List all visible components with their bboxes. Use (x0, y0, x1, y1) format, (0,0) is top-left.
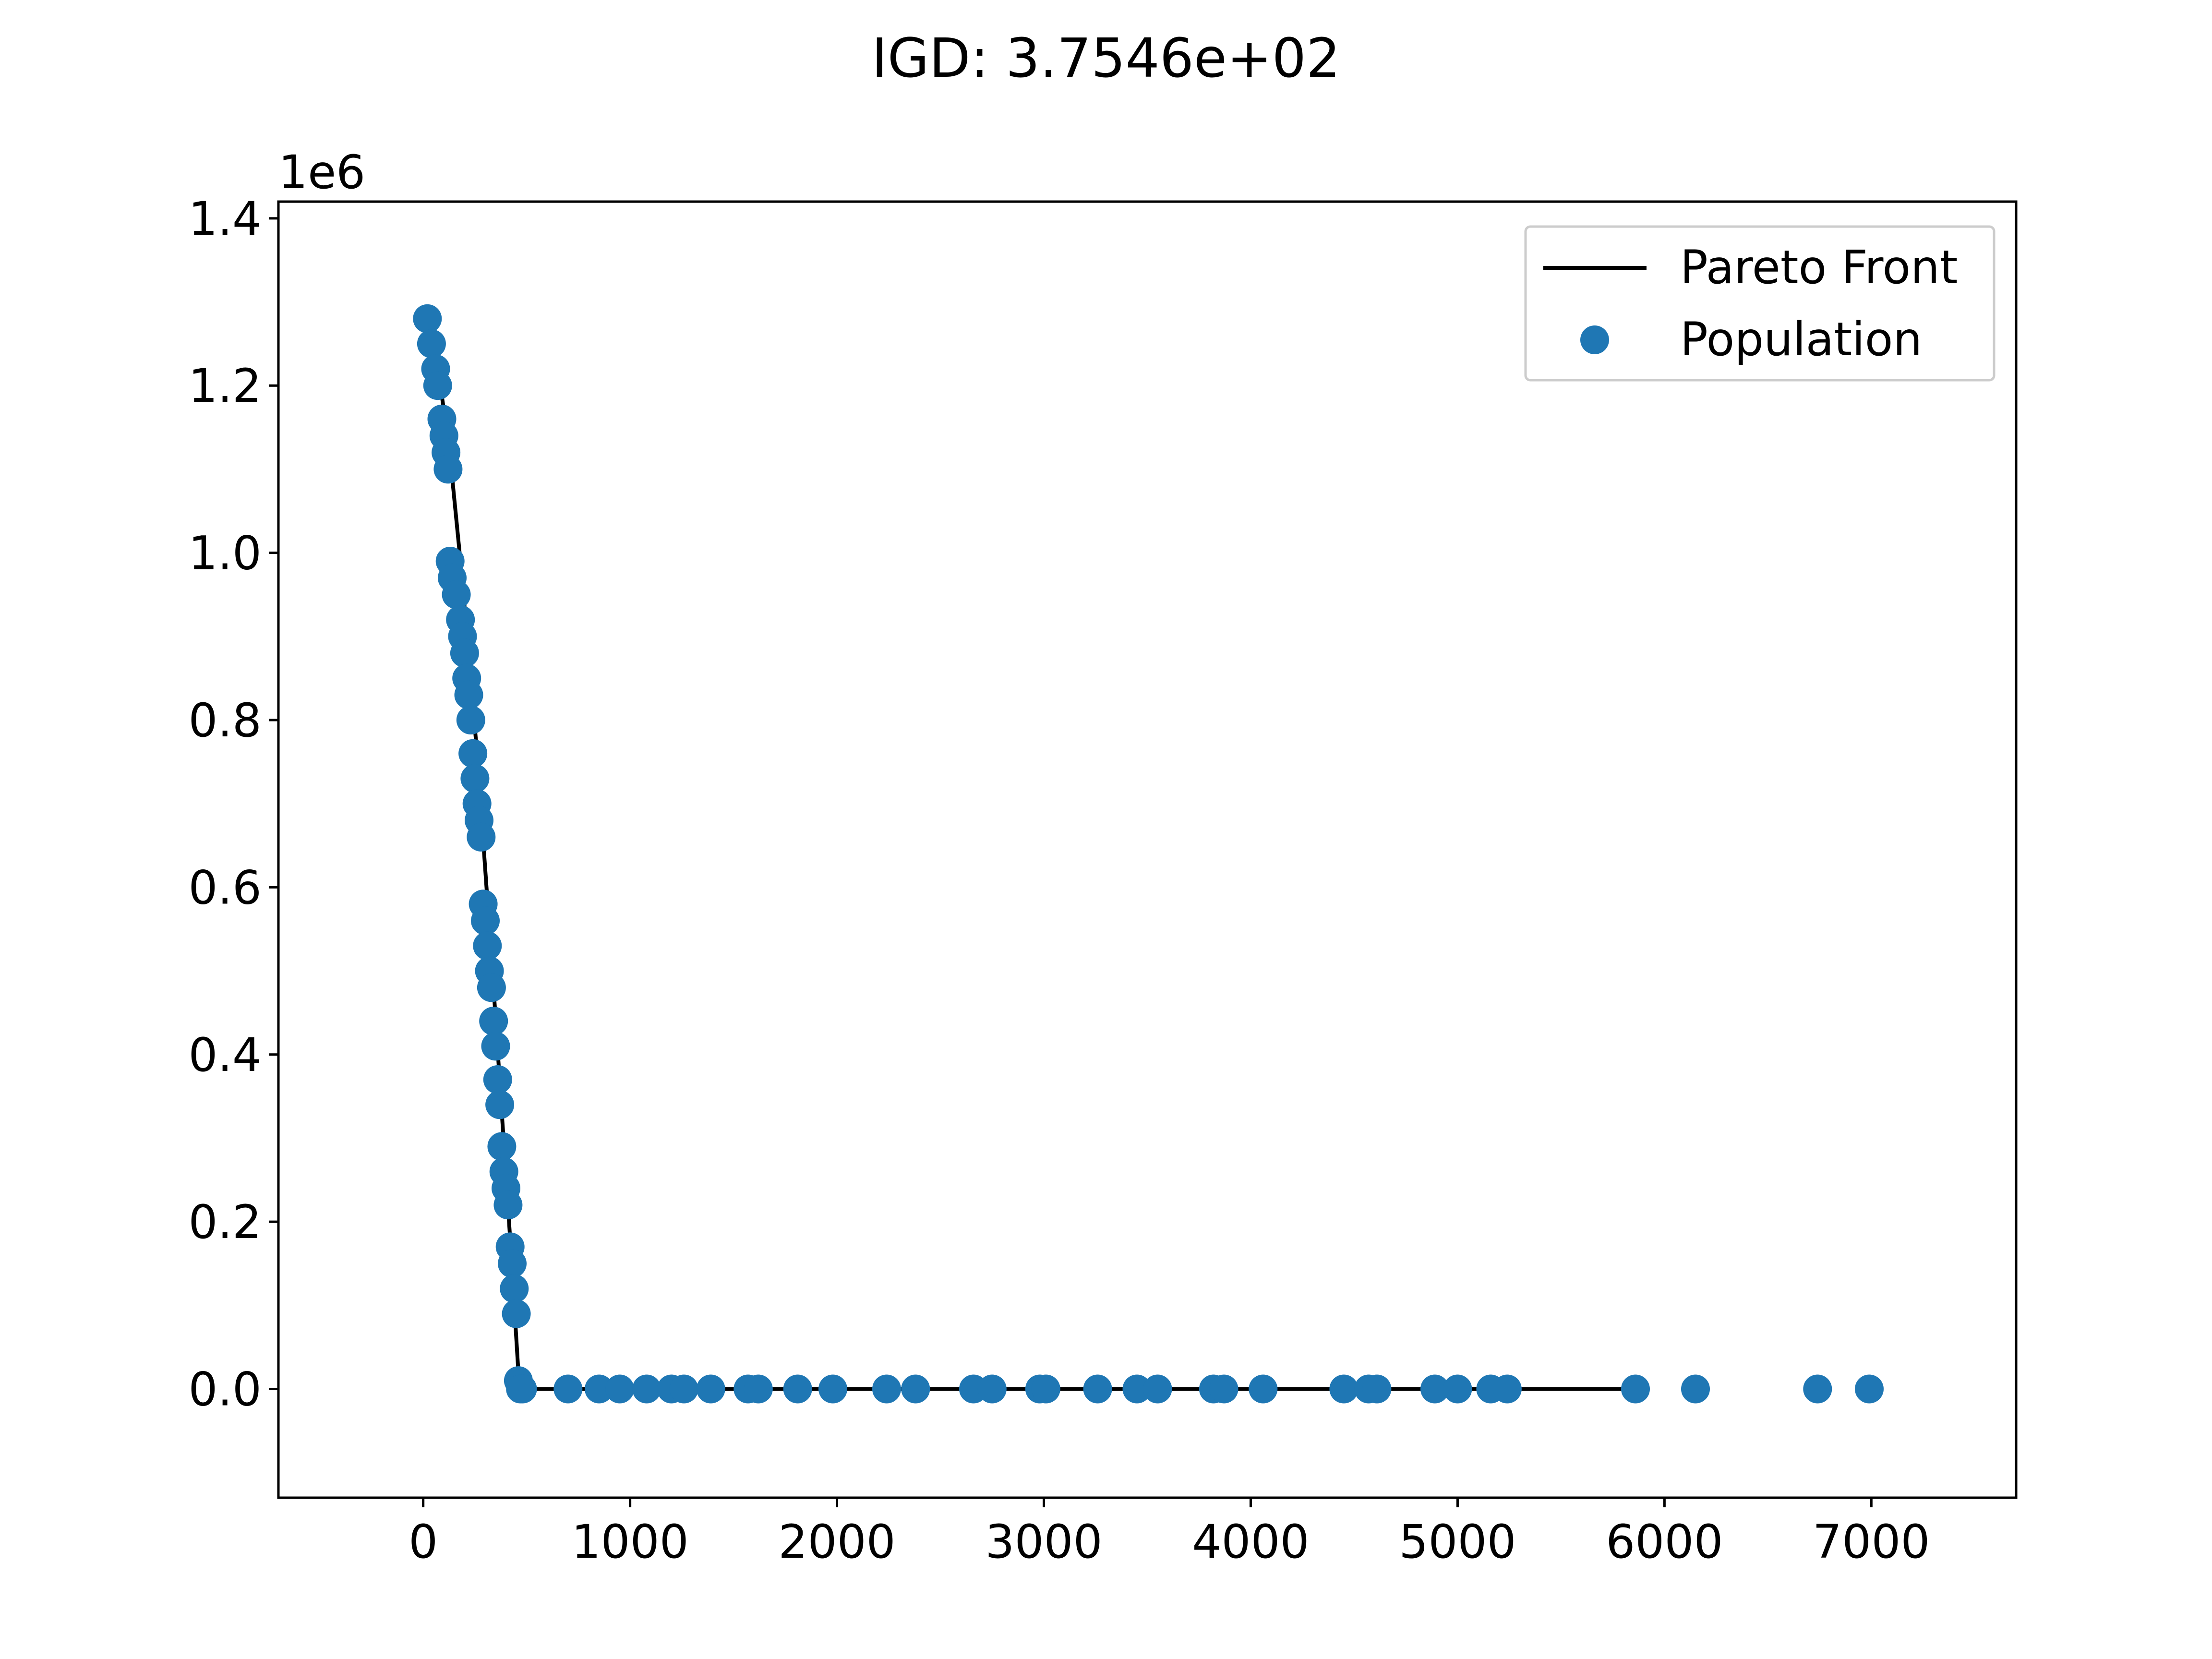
chart-title: IGD: 3.7546e+02 (872, 27, 1341, 90)
y-tick-label: 1.2 (188, 359, 262, 413)
x-tick-label: 3000 (985, 1515, 1102, 1569)
population-point (1855, 1374, 1884, 1404)
population-point (456, 706, 485, 734)
population-point (1621, 1374, 1650, 1404)
legend-box (1524, 225, 1996, 382)
population-point (1443, 1374, 1472, 1404)
population-point (977, 1374, 1007, 1404)
population-point (417, 329, 446, 359)
y-axis: 0.0 0.2 0.4 0.6 0.8 1.0 1.2 1.4 (188, 192, 278, 1417)
population-point (458, 739, 488, 768)
population-point (477, 973, 506, 1002)
y-tick-label: 0.0 (188, 1363, 262, 1417)
population-point (1209, 1374, 1238, 1404)
plot-frame (278, 202, 2016, 1498)
population-point (487, 1132, 517, 1161)
x-tick-label: 1000 (571, 1515, 688, 1569)
population-point (423, 371, 452, 400)
y-tick-label: 0.8 (188, 694, 262, 747)
population-point (413, 304, 442, 333)
population-point (485, 1090, 515, 1119)
y-tick-label: 0.2 (188, 1195, 262, 1249)
population-point (585, 1374, 613, 1404)
population-point (471, 906, 500, 936)
plot-area (277, 200, 2018, 1499)
x-tick-label: 0 (409, 1515, 438, 1569)
population-point (460, 764, 490, 793)
population-point (433, 455, 463, 484)
population-point (442, 580, 471, 609)
population-point (1362, 1374, 1392, 1404)
population-point (1681, 1374, 1710, 1404)
y-offset-label: 1e6 (278, 145, 365, 199)
x-tick-label: 4000 (1192, 1515, 1309, 1569)
population-point (1249, 1374, 1278, 1404)
population-point (1122, 1374, 1152, 1404)
population-point (669, 1374, 698, 1404)
population-point (1420, 1374, 1449, 1404)
y-tick-label: 0.4 (188, 1028, 262, 1082)
y-tick-label: 1.4 (188, 192, 262, 246)
x-tick-label: 2000 (778, 1515, 895, 1569)
x-tick-label: 5000 (1399, 1515, 1516, 1569)
population-point (553, 1374, 583, 1404)
population-point (605, 1374, 635, 1404)
x-tick-label: 7000 (1813, 1515, 1930, 1569)
population-point (450, 638, 479, 668)
population-point (744, 1374, 773, 1404)
x-tick-label: 6000 (1606, 1515, 1723, 1569)
population-point (467, 822, 496, 852)
population-point (454, 680, 483, 709)
population-point (783, 1374, 812, 1404)
legend: Pareto Front Population (1524, 225, 1996, 382)
population-point (1329, 1374, 1358, 1404)
population-point (818, 1374, 847, 1404)
legend-label-pareto-front: Pareto Front (1680, 240, 1958, 294)
population-point (481, 1032, 510, 1061)
legend-marker-swatch (1580, 325, 1609, 354)
population-point (1143, 1374, 1172, 1404)
population-point (632, 1374, 661, 1404)
population-point (498, 1249, 527, 1278)
population-point (901, 1374, 930, 1404)
population-point (493, 1190, 523, 1220)
population-point (872, 1374, 901, 1404)
population-point (1031, 1374, 1060, 1404)
y-tick-label: 1.0 (188, 527, 262, 580)
y-tick-label: 0.6 (188, 861, 262, 914)
population-point (483, 1065, 512, 1094)
population-point (502, 1299, 531, 1328)
plot-border (277, 200, 2018, 1499)
data-marks (413, 304, 1884, 1404)
population-point (473, 931, 502, 961)
population-point (508, 1374, 537, 1404)
legend-label-population: Population (1680, 313, 1922, 366)
population-point (500, 1274, 529, 1303)
x-axis: 0 1000 2000 3000 4000 5000 6000 7000 (409, 1498, 1930, 1569)
population-point (479, 1007, 508, 1036)
population-point (1492, 1374, 1522, 1404)
population-point (1803, 1374, 1832, 1404)
population-point (696, 1374, 725, 1404)
population-point (1083, 1374, 1112, 1404)
